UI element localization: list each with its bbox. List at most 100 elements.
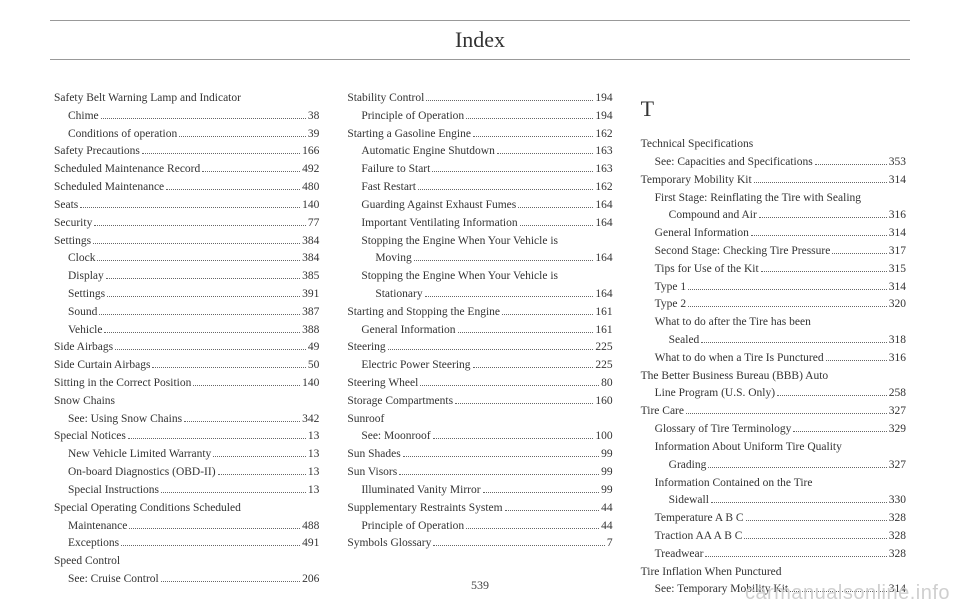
leader-dots xyxy=(751,235,887,236)
index-label: Sealed xyxy=(669,332,700,350)
leader-dots xyxy=(121,545,300,546)
index-label: Guarding Against Exhaust Fumes xyxy=(361,197,516,215)
rule-bottom xyxy=(50,59,910,60)
index-page-ref: 317 xyxy=(889,243,906,261)
index-page-ref: 162 xyxy=(595,179,612,197)
index-subentry: Sealed 318 xyxy=(641,332,906,350)
index-page-ref: 491 xyxy=(302,535,319,553)
index-label: Chime xyxy=(68,108,99,126)
leader-dots xyxy=(104,332,300,333)
index-subentry: Sound387 xyxy=(54,304,319,322)
index-col-1: Safety Belt Warning Lamp and IndicatorCh… xyxy=(54,90,319,599)
leader-dots xyxy=(388,349,594,350)
index-label: Settings xyxy=(68,286,105,304)
index-subentry: On-board Diagnostics (OBD-II)13 xyxy=(54,464,319,482)
index-label: Sunroof xyxy=(347,411,384,429)
index-page-ref: 327 xyxy=(889,457,906,475)
index-label: Scheduled Maintenance xyxy=(54,179,164,197)
index-label: Security xyxy=(54,215,92,233)
index-page-ref: 320 xyxy=(889,296,906,314)
index-page-ref: 328 xyxy=(889,510,906,528)
index-page-ref: 163 xyxy=(595,143,612,161)
index-label: Glossary of Tire Terminology xyxy=(655,421,792,439)
index-label: Settings xyxy=(54,233,91,251)
index-page-ref: 161 xyxy=(595,322,612,340)
index-subentry: Conditions of operation 39 xyxy=(54,126,319,144)
index-label: Side Airbags xyxy=(54,339,113,357)
index-page-ref: 327 xyxy=(889,403,906,421)
leader-dots xyxy=(213,456,306,457)
leader-dots xyxy=(759,217,887,218)
index-subentry: Temperature A B C328 xyxy=(641,510,906,528)
index-label: Stability Control xyxy=(347,90,424,108)
index-label: See: Capacities and Specifications xyxy=(655,154,813,172)
index-subentry: Clock384 xyxy=(54,250,319,268)
index-entry: Steering Wheel80 xyxy=(347,375,612,393)
leader-dots xyxy=(815,164,887,165)
leader-dots xyxy=(218,474,306,475)
leader-dots xyxy=(106,278,300,279)
index-subentry: Chime38 xyxy=(54,108,319,126)
index-label: Conditions of operation xyxy=(68,126,177,144)
index-label: Type 2 xyxy=(655,296,686,314)
index-page: Index Safety Belt Warning Lamp and Indic… xyxy=(0,0,960,611)
index-label: Sound xyxy=(68,304,97,322)
index-label: Moving xyxy=(375,250,411,268)
index-page-ref: 391 xyxy=(302,286,319,304)
leader-dots xyxy=(129,528,300,529)
index-col-2: Stability Control 194 Principle of Operati… xyxy=(347,90,612,599)
leader-dots xyxy=(93,243,300,244)
leader-dots xyxy=(793,431,886,432)
index-label: Illuminated Vanity Mirror xyxy=(361,482,480,500)
index-label: What to do when a Tire Is Punctured xyxy=(655,350,824,368)
leader-dots xyxy=(193,385,300,386)
index-page-ref: 314 xyxy=(889,279,906,297)
index-subentry: What to do after the Tire has been xyxy=(641,314,906,332)
index-label: Grading xyxy=(669,457,707,475)
index-page-ref: 39 xyxy=(308,126,320,144)
index-subentry: Tips for Use of the Kit315 xyxy=(641,261,906,279)
index-label: Traction AA A B C xyxy=(655,528,743,546)
index-label: Starting and Stopping the Engine xyxy=(347,304,500,322)
leader-dots xyxy=(502,314,593,315)
leader-dots xyxy=(826,360,887,361)
leader-dots xyxy=(761,271,887,272)
index-subentry: Failure to Start163 xyxy=(347,161,612,179)
index-entry: Stability Control 194 xyxy=(347,90,612,108)
index-subentry: Illuminated Vanity Mirror99 xyxy=(347,482,612,500)
index-columns: Safety Belt Warning Lamp and IndicatorCh… xyxy=(50,90,910,599)
index-page-ref: 353 xyxy=(889,154,906,172)
index-entry: Sun Visors99 xyxy=(347,464,612,482)
index-subentry: Settings 391 xyxy=(54,286,319,304)
page-title: Index xyxy=(50,23,910,57)
index-subentry: Stopping the Engine When Your Vehicle is xyxy=(347,268,612,286)
leader-dots xyxy=(708,467,886,468)
index-label: Sun Visors xyxy=(347,464,397,482)
index-label: Important Ventilating Information xyxy=(361,215,517,233)
index-subentry: See: Capacities and Specifications 353 xyxy=(641,154,906,172)
index-entry: Safety Precautions166 xyxy=(54,143,319,161)
index-page-ref: 140 xyxy=(302,197,319,215)
index-label: Sun Shades xyxy=(347,446,400,464)
index-entry: Side Curtain Airbags50 xyxy=(54,357,319,375)
index-subentry: Glossary of Tire Terminology329 xyxy=(641,421,906,439)
index-subentry: Electric Power Steering225 xyxy=(347,357,612,375)
index-page-ref: 318 xyxy=(889,332,906,350)
index-page-ref: 77 xyxy=(308,215,320,233)
index-entry: Supplementary Restraints System44 xyxy=(347,500,612,518)
index-subentry: Compound and Air316 xyxy=(641,207,906,225)
leader-dots xyxy=(142,153,300,154)
index-subentry: Type 1314 xyxy=(641,279,906,297)
leader-dots xyxy=(418,189,593,190)
index-label: Supplementary Restraints System xyxy=(347,500,502,518)
index-label: Fast Restart xyxy=(361,179,416,197)
index-subentry: Information About Uniform Tire Quality xyxy=(641,439,906,457)
index-page-ref: 316 xyxy=(889,207,906,225)
index-label: See: Moonroof xyxy=(361,428,430,446)
index-subentry: Principle of Operation44 xyxy=(347,518,612,536)
index-label: Principle of Operation xyxy=(361,518,464,536)
index-entry: Sitting in the Correct Position140 xyxy=(54,375,319,393)
leader-dots xyxy=(202,171,300,172)
section-letter: T xyxy=(641,92,906,126)
index-page-ref: 194 xyxy=(595,90,612,108)
